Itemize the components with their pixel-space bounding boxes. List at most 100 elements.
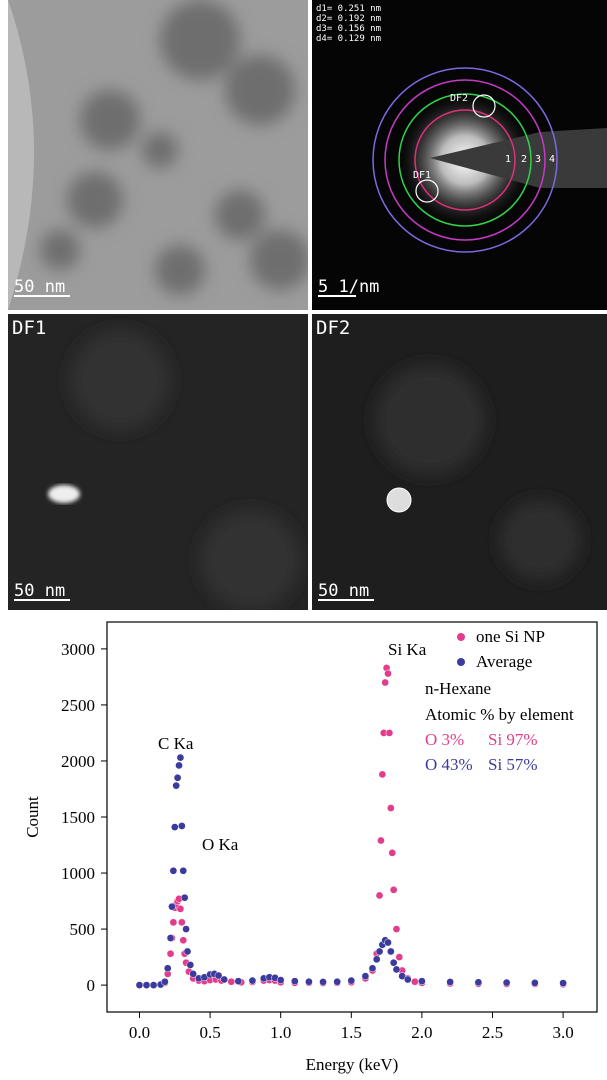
data-point [392,965,401,974]
data-point [163,964,172,973]
annotation: O 3% [425,730,464,749]
y-tick-label: 500 [70,920,96,939]
ring-label: 1 [505,154,511,165]
data-point [180,893,189,902]
data-point [377,836,385,845]
annotation: C Ka [158,734,194,753]
y-tick-label: 1000 [61,864,95,883]
plot-area [135,664,567,989]
plot-frame [106,621,598,1013]
data-point [395,953,404,961]
d-spacing: d3= 0.156 nm [316,24,381,34]
data-point [177,822,186,830]
x-tick-label: 2.5 [482,1023,503,1042]
data-point [386,947,395,956]
y-tick-label: 2000 [61,752,95,771]
data-point [375,891,384,900]
data-point [168,902,176,911]
x-axis-title: Energy (keV) [306,1055,399,1074]
d-spacing: d4= 0.129 nm [316,34,381,44]
scale-label: 50 nm [14,581,65,601]
data-point [385,729,394,737]
data-point [531,979,539,987]
annotation: O Ka [202,835,239,854]
legend-label: one Si NP [476,627,545,646]
x-tick-label: 1.5 [341,1023,362,1042]
data-point [368,964,377,973]
data-point [175,761,183,770]
data-point [234,977,243,986]
data-point [372,955,381,964]
data-point [170,823,179,831]
dark-field-image [312,314,607,610]
annotation: O 43% [425,755,473,774]
d-spacing: d1= 0.251 nm [316,4,381,14]
ring-label: 3 [535,154,541,165]
tem-image [8,0,308,310]
data-point [166,934,175,942]
data-point [149,981,158,989]
data-point [176,905,185,913]
ring-label: 2 [521,154,527,165]
data-point [142,981,151,989]
annotation: Si 57% [488,755,538,774]
data-point [305,977,313,986]
aperture-label: DF2 [450,93,468,104]
data-point [389,885,398,894]
data-point [347,976,356,985]
data-point [375,947,384,956]
data-point [418,977,426,986]
data-point [177,918,186,927]
y-tick-label: 1500 [61,808,95,827]
data-point [502,978,511,987]
x-tick-label: 0.5 [199,1023,220,1042]
data-point [389,958,398,967]
data-point [189,970,197,978]
panel-label: DF1 [12,317,46,339]
panel-label: DF2 [316,317,350,339]
annotation: Si 97% [488,730,538,749]
data-point [179,936,188,945]
data-point [384,938,392,947]
x-tick-label: 1.0 [270,1023,291,1042]
x-tick-label: 2.0 [411,1023,432,1042]
aperture-label: DF1 [413,170,431,181]
scale-label: 5 1/nm [318,277,379,297]
annotation: Atomic % by element [425,705,574,724]
y-tick-label: 0 [87,976,96,995]
data-point [176,753,185,762]
diffraction-image [312,0,607,310]
scale-label: 50 nm [14,277,65,297]
data-point [161,977,169,986]
scale-label: 50 nm [318,581,369,601]
data-point [220,975,229,984]
data-point [384,669,392,678]
data-point [403,975,412,984]
data-point [227,977,236,986]
y-tick-label: 2500 [61,696,95,715]
legend-label: Average [476,652,532,671]
data-point [388,849,397,857]
data-point [276,976,285,984]
data-point [214,971,223,980]
data-point [392,925,401,933]
d-spacing: d2= 0.192 nm [316,14,381,24]
x-tick-label: 0.0 [129,1023,150,1042]
data-point [169,866,178,875]
data-point [398,972,406,980]
data-point [333,977,342,986]
ring-label: 4 [549,154,555,165]
data-point [182,925,190,933]
data-point [381,678,390,687]
data-point [179,866,188,875]
y-tick-label: 3000 [61,640,95,659]
data-point [248,976,257,985]
data-point [559,979,567,987]
data-point [290,977,299,986]
data-point [386,804,395,812]
data-point [166,949,175,958]
data-point [173,773,182,782]
data-point [410,977,419,986]
x-tick-label: 3.0 [552,1023,573,1042]
